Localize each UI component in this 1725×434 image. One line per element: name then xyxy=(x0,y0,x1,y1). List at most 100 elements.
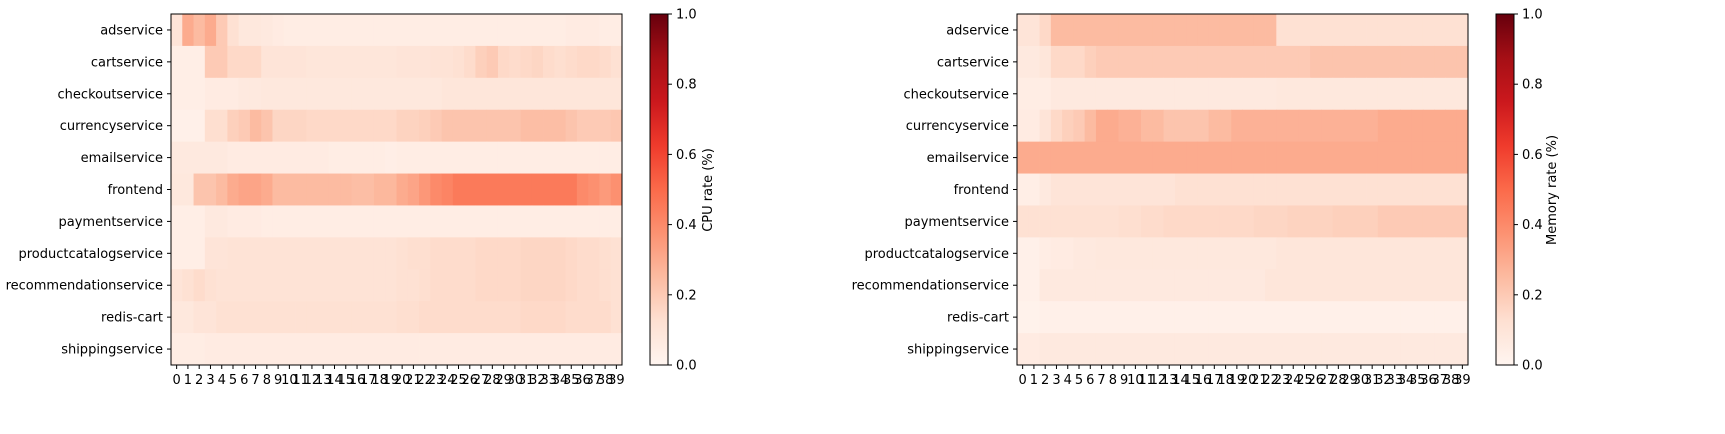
cpu-heatmap-cell xyxy=(385,333,397,366)
cpu-heatmap-cell xyxy=(565,333,578,366)
memory-colorbar: 0.0 0.2 0.4 0.6 0.8 1.0 Memory rate (%) xyxy=(1495,8,1560,374)
memory-heatmap-cell xyxy=(1028,14,1040,47)
memory-heatmap-cell xyxy=(1276,45,1288,79)
cpu-heatmap-cell xyxy=(306,333,318,366)
memory-heatmap-cell xyxy=(1366,173,1379,206)
memory-x-tick-label: 1 xyxy=(1030,373,1038,388)
cpu-heatmap-cell xyxy=(520,333,533,366)
cpu-x-tick-label: 29 xyxy=(495,373,512,388)
memory-heatmap-cell xyxy=(1050,14,1063,47)
cpu-heatmap-cell xyxy=(340,141,352,174)
cpu-heatmap-cell xyxy=(520,45,533,79)
cpu-x-tick-label: 0 xyxy=(172,373,180,388)
memory-heatmap-cell xyxy=(1174,45,1187,79)
cpu-heatmap-cell xyxy=(373,237,386,270)
memory-heatmap-cell xyxy=(1163,77,1176,111)
cpu-heatmap-cell xyxy=(464,205,476,238)
memory-heatmap-cell xyxy=(1095,333,1108,366)
memory-heatmap-cell xyxy=(1017,109,1029,143)
memory-heatmap-cell xyxy=(1208,333,1221,366)
memory-heatmap-cell xyxy=(1265,14,1277,47)
memory-heatmap-cell xyxy=(1332,269,1345,302)
memory-heatmap-cell xyxy=(1355,109,1367,143)
cpu-heatmap-cell xyxy=(554,173,567,206)
cpu-heatmap-cell xyxy=(464,45,476,79)
memory-heatmap-cell xyxy=(1141,205,1153,238)
cpu-heatmap-cell xyxy=(407,269,420,302)
memory-heatmap-cell xyxy=(1017,269,1029,302)
cpu-heatmap-cell xyxy=(385,141,397,174)
memory-colorbar-label: Memory rate (%) xyxy=(1545,135,1560,245)
cpu-heatmap-cell xyxy=(475,141,488,174)
memory-heatmap-cell xyxy=(1163,333,1176,366)
memory-heatmap-cell xyxy=(1107,269,1119,302)
memory-heatmap-cells xyxy=(1017,14,1469,366)
cpu-heatmap-cell xyxy=(306,173,318,206)
cpu-heatmap-cell xyxy=(227,333,240,366)
cpu-heatmap-cell xyxy=(452,205,465,238)
memory-heatmap-cell xyxy=(1377,205,1390,238)
memory-heatmap-cell xyxy=(1400,333,1413,366)
cpu-heatmap-cell xyxy=(464,109,476,143)
cpu-colorbar-tick-label: 0.6 xyxy=(676,148,697,163)
cpu-heatmap-cell xyxy=(599,333,612,366)
cpu-heatmap-cell xyxy=(441,45,454,79)
memory-heatmap-cell xyxy=(1197,14,1210,47)
memory-heatmap-cell xyxy=(1242,301,1255,334)
memory-heatmap-cell xyxy=(1456,269,1469,302)
cpu-heatmap-cell xyxy=(216,109,228,143)
cpu-heatmap-cell xyxy=(171,269,183,302)
memory-heatmap-cell xyxy=(1208,173,1221,206)
memory-x-tick-label: 21 xyxy=(1251,373,1268,388)
cpu-colorbar-tick-label: 1.0 xyxy=(676,8,697,23)
memory-heatmap-cell xyxy=(1208,109,1221,143)
memory-heatmap-cell xyxy=(1095,269,1108,302)
cpu-heatmap-cell xyxy=(576,205,589,238)
memory-heatmap-cell xyxy=(1265,45,1277,79)
memory-heatmap-cell xyxy=(1321,77,1334,111)
cpu-heatmap-cell xyxy=(227,77,240,111)
cpu-heatmap-cell xyxy=(588,237,600,270)
cpu-heatmap-cell xyxy=(204,205,217,238)
cpu-heatmap-cell xyxy=(543,205,555,238)
memory-heatmap-cell xyxy=(1118,237,1131,270)
memory-heatmap-cell xyxy=(1208,205,1221,238)
cpu-heatmap-cell xyxy=(531,141,544,174)
cpu-heatmap-cell xyxy=(430,333,442,366)
cpu-heatmap-cell xyxy=(204,269,217,302)
cpu-heatmap-cell xyxy=(565,173,578,206)
memory-heatmap-cell xyxy=(1219,45,1232,79)
cpu-heatmap-cell xyxy=(362,269,375,302)
memory-heatmap-cell xyxy=(1017,205,1029,238)
memory-heatmap-cell xyxy=(1141,14,1153,47)
memory-heatmap-cell xyxy=(1434,333,1446,366)
cpu-heatmap-cell xyxy=(272,14,285,47)
cpu-heatmap-cell xyxy=(396,141,409,174)
memory-heatmap-cell xyxy=(1343,109,1356,143)
cpu-heatmap-cell xyxy=(497,173,510,206)
cpu-heatmap-cell xyxy=(193,237,206,270)
cpu-heatmap-cell xyxy=(486,109,499,143)
cpu-heatmap-cell xyxy=(362,173,375,206)
cpu-heatmap-cell xyxy=(599,301,612,334)
memory-heatmap-cell xyxy=(1321,205,1334,238)
memory-heatmap-cell xyxy=(1219,269,1232,302)
cpu-x-tick-label: 25 xyxy=(450,373,467,388)
memory-heatmap-cell xyxy=(1389,14,1401,47)
memory-heatmap-cell xyxy=(1107,205,1119,238)
cpu-heatmap-cell xyxy=(419,109,431,143)
memory-x-tick-label: 15 xyxy=(1183,373,1200,388)
memory-heatmap-cell xyxy=(1197,109,1210,143)
cpu-colorbar-label: CPU rate (%) xyxy=(701,148,716,232)
cpu-heatmap-cell xyxy=(182,237,194,270)
cpu-x-tick-label: 34 xyxy=(552,373,569,388)
cpu-heatmap-cell xyxy=(441,269,454,302)
memory-y-tick-label: emailservice xyxy=(927,151,1009,166)
cpu-heatmap-cell xyxy=(328,14,341,47)
cpu-heatmap-cell xyxy=(407,173,420,206)
memory-heatmap-cell xyxy=(1411,205,1424,238)
memory-heatmap-cell xyxy=(1445,333,1458,366)
cpu-heatmap-cell xyxy=(362,109,375,143)
memory-heatmap-cell xyxy=(1174,269,1187,302)
memory-heatmap-cell xyxy=(1095,237,1108,270)
